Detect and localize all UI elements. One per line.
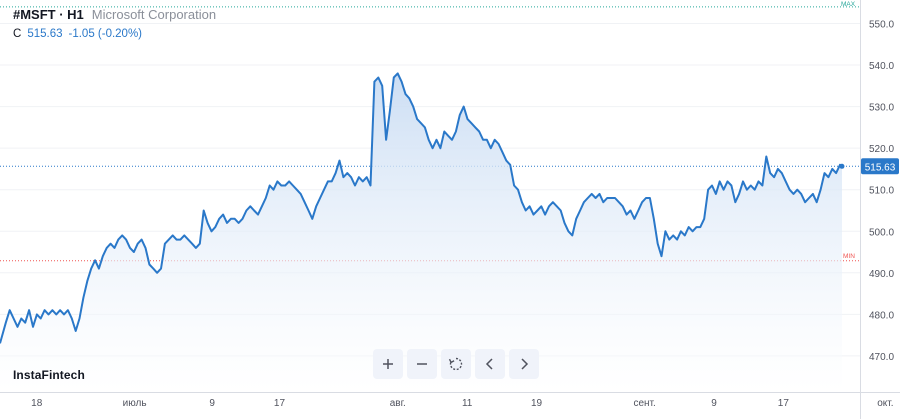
symbol-label: #MSFT · H1 [13,7,84,22]
zoom-out-button[interactable] [407,349,437,379]
chevron-left-icon [485,358,493,370]
min-label: MIN [843,253,855,260]
reset-icon [448,357,463,371]
plus-icon [383,359,393,369]
price-tag: 515.63 [861,158,899,175]
minus-icon [417,363,427,365]
brand-logo: InstaFintech [13,368,85,382]
y-tick-label: 490.0 [869,269,894,280]
reset-button[interactable] [441,349,471,379]
scroll-back-button[interactable] [475,349,505,379]
y-tick-label: 470.0 [869,352,894,363]
y-tick-label: 500.0 [869,227,894,238]
x-tick-label: 11 [462,398,473,409]
company-name: Microsoft Corporation [91,7,217,22]
x-tick-label: 19 [531,398,543,409]
x-tick-label: 9 [209,398,215,409]
x-tick-label: авг. [390,398,406,409]
chevron-right-icon [521,358,529,370]
change-value: -1.05 (-0.20%) [68,28,143,40]
max-label: MAX [841,1,856,8]
x-tick-label: 17 [778,398,790,409]
chart-header: #MSFT · H1 Microsoft Corporation C 515.63-… [13,7,216,41]
zoom-in-button[interactable] [373,349,403,379]
x-tick-label: 9 [711,398,717,409]
x-tick-label: 17 [274,398,286,409]
y-tick-label: 480.0 [869,310,894,321]
y-tick-label: 550.0 [869,20,894,31]
close-value: 515.63 [27,28,63,40]
x-tick-label: июль [123,398,147,409]
scroll-forward-button[interactable] [509,349,539,379]
x-tick-label: сент. [633,398,655,409]
y-tick-label: 540.0 [869,61,894,72]
x-tick-label: окт. [877,398,893,409]
zoom-toolbar [373,349,539,379]
close-label: C [13,28,22,40]
y-tick-label: 520.0 [869,144,894,155]
price-tag-label: 515.63 [865,162,896,173]
y-tick-label: 530.0 [869,103,894,114]
y-tick-label: 510.0 [869,186,894,197]
price-area [0,73,842,393]
x-tick-label: 18 [31,398,43,409]
price-line [0,72,843,344]
last-point-marker [839,163,845,169]
